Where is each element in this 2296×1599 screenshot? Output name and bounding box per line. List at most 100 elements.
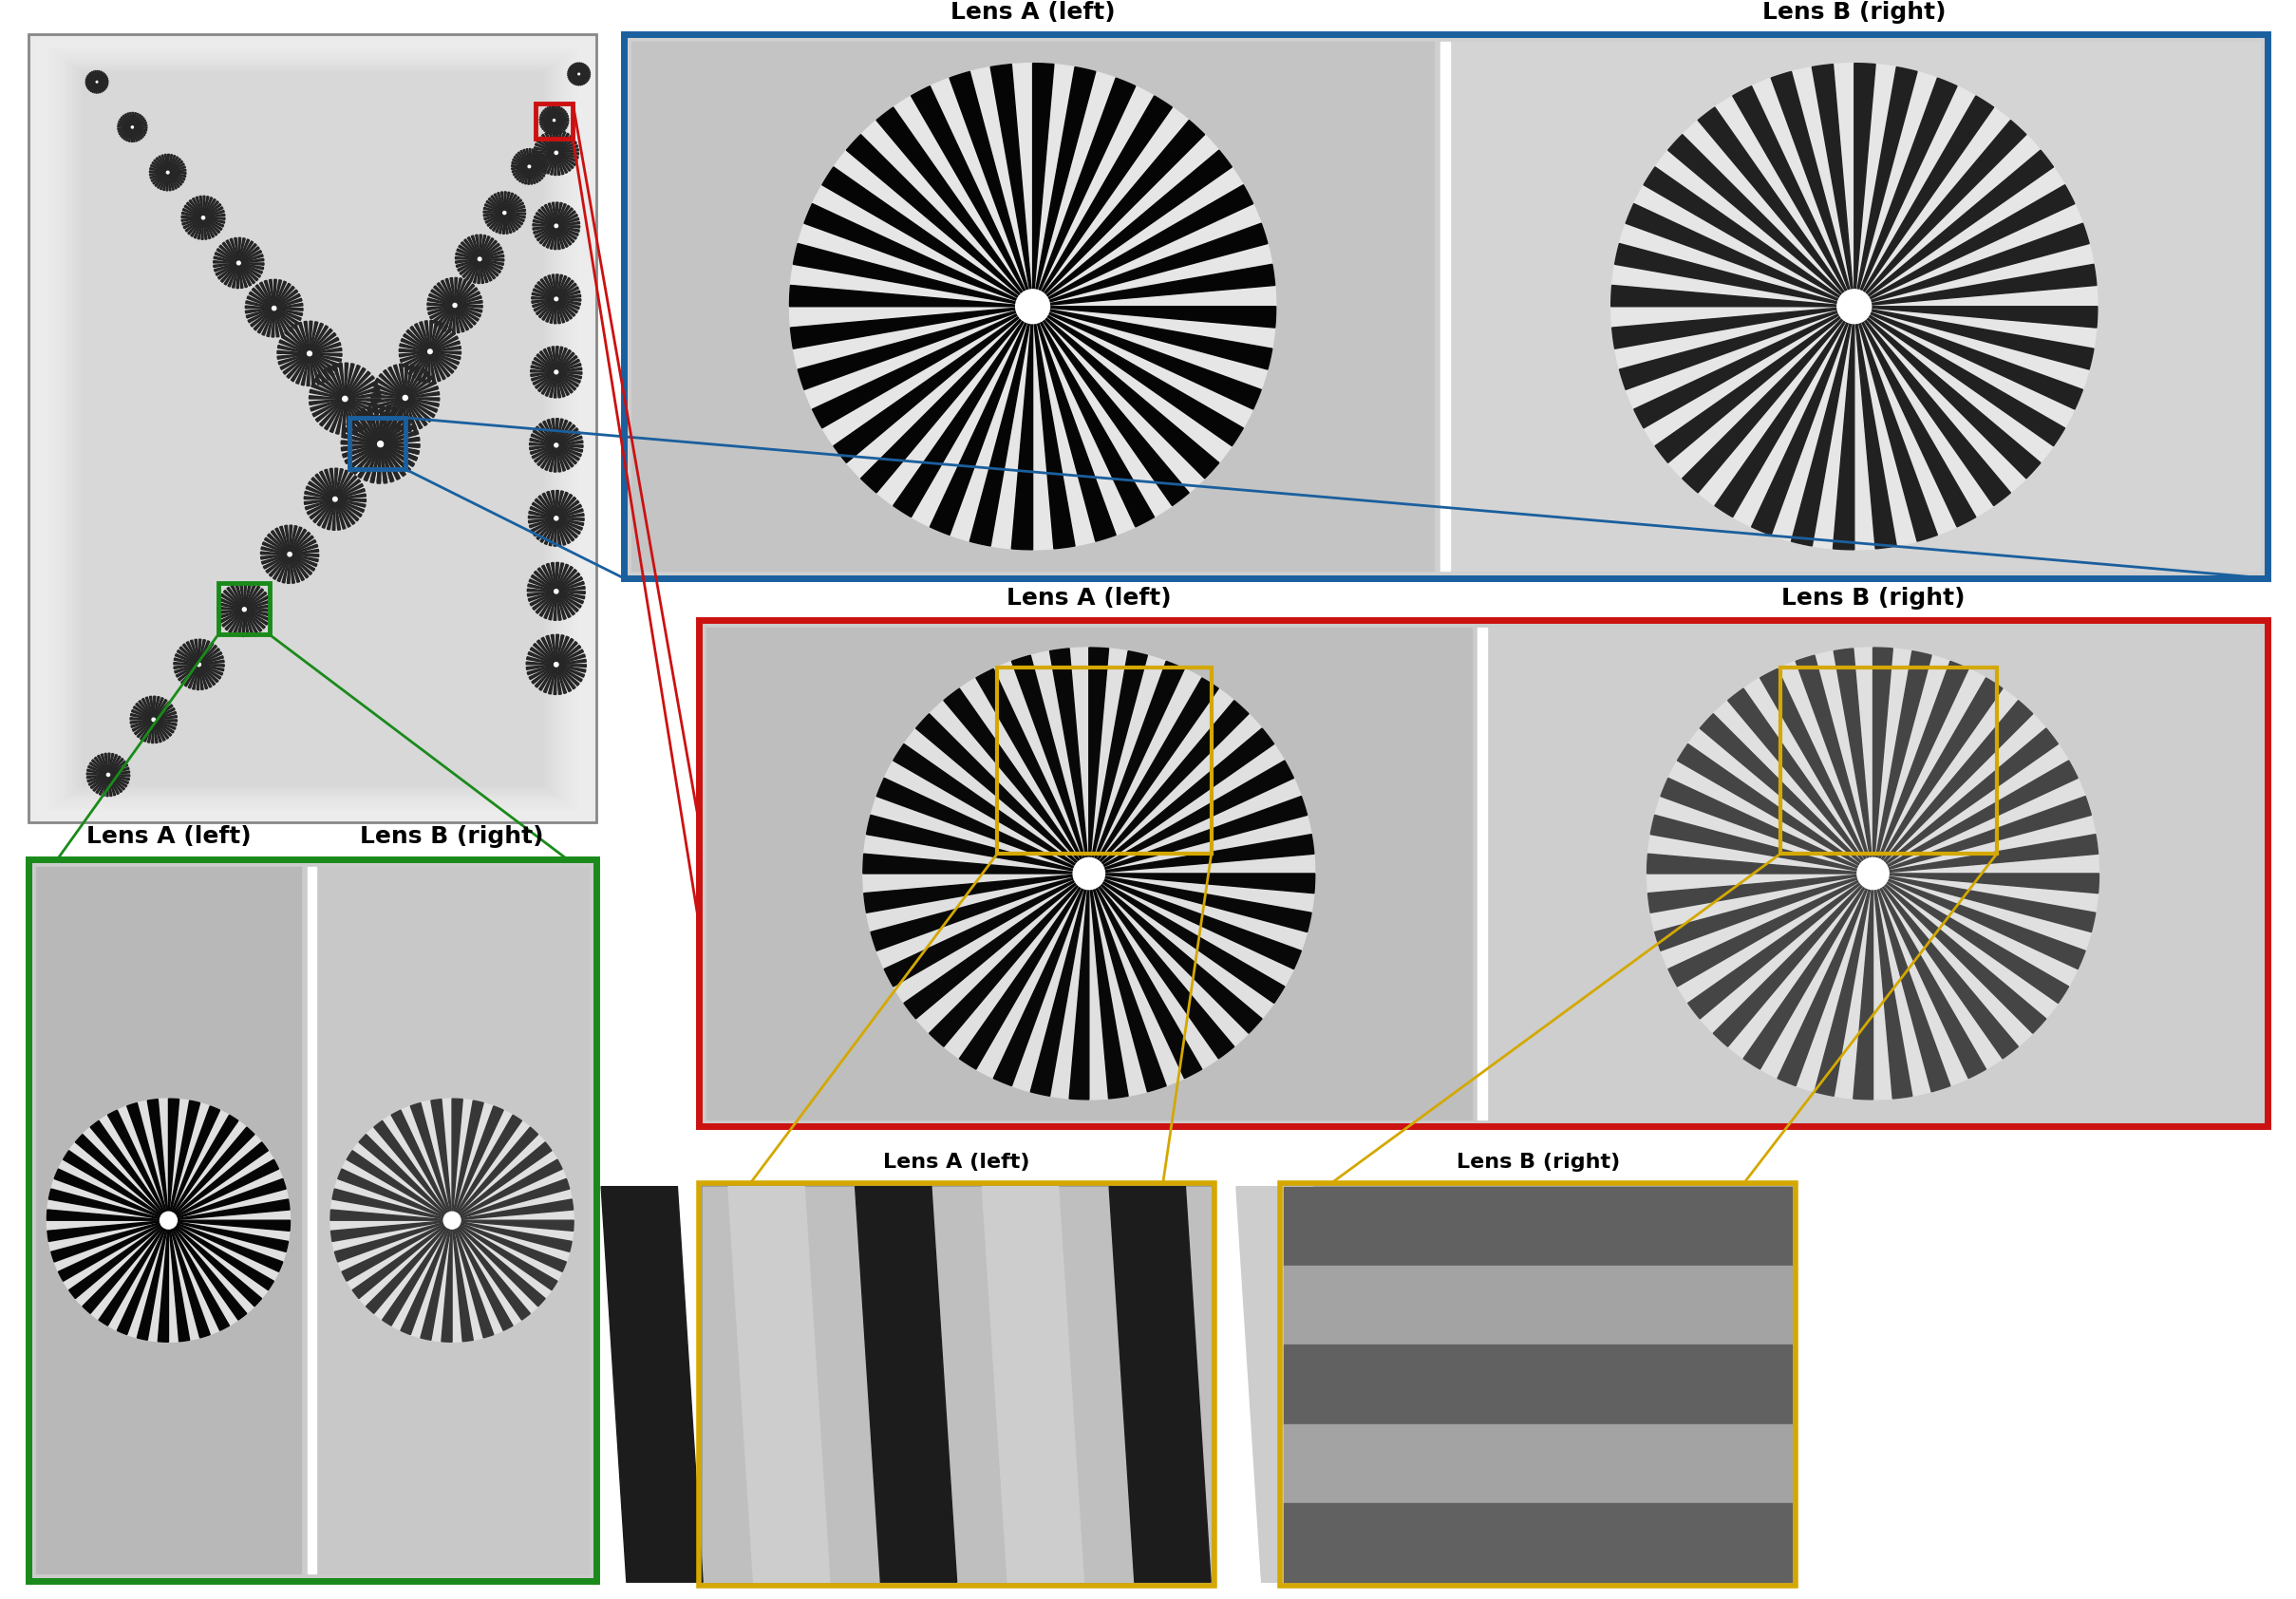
Polygon shape — [1752, 307, 1855, 536]
Polygon shape — [429, 345, 461, 352]
Polygon shape — [163, 173, 168, 190]
Polygon shape — [310, 326, 328, 353]
Polygon shape — [273, 289, 298, 309]
Polygon shape — [381, 445, 416, 461]
Polygon shape — [884, 873, 1088, 987]
Polygon shape — [567, 70, 579, 74]
Bar — [308, 867, 317, 1573]
Polygon shape — [381, 409, 397, 445]
Polygon shape — [452, 1220, 567, 1271]
Polygon shape — [381, 445, 395, 481]
Polygon shape — [200, 665, 223, 675]
Polygon shape — [544, 120, 553, 131]
Polygon shape — [533, 225, 556, 233]
Polygon shape — [344, 398, 379, 414]
Polygon shape — [556, 518, 579, 537]
Polygon shape — [1635, 307, 1855, 429]
Circle shape — [533, 275, 581, 323]
Polygon shape — [220, 245, 239, 262]
Polygon shape — [505, 201, 523, 213]
Polygon shape — [133, 115, 140, 128]
Polygon shape — [480, 259, 484, 283]
Polygon shape — [243, 582, 246, 609]
Polygon shape — [542, 206, 556, 225]
Polygon shape — [87, 766, 108, 776]
Polygon shape — [556, 587, 585, 592]
Polygon shape — [269, 280, 273, 309]
Polygon shape — [154, 697, 163, 720]
Polygon shape — [101, 753, 108, 776]
Polygon shape — [273, 294, 301, 309]
Polygon shape — [556, 299, 581, 301]
Polygon shape — [480, 243, 501, 259]
Polygon shape — [335, 469, 342, 499]
Polygon shape — [154, 699, 168, 720]
Polygon shape — [289, 555, 317, 566]
Polygon shape — [289, 532, 310, 555]
Polygon shape — [333, 499, 335, 531]
Bar — [698, 1183, 1215, 1586]
Polygon shape — [135, 720, 154, 734]
Polygon shape — [556, 445, 581, 456]
Polygon shape — [333, 1190, 452, 1220]
Polygon shape — [335, 499, 365, 512]
Polygon shape — [484, 213, 505, 224]
Polygon shape — [243, 609, 271, 617]
Polygon shape — [117, 128, 133, 130]
Polygon shape — [556, 665, 585, 672]
Polygon shape — [184, 208, 204, 217]
Polygon shape — [602, 1186, 703, 1581]
Polygon shape — [108, 776, 131, 777]
Polygon shape — [537, 353, 556, 373]
Polygon shape — [388, 366, 404, 398]
Polygon shape — [535, 499, 556, 518]
Polygon shape — [168, 173, 186, 177]
Polygon shape — [540, 424, 556, 445]
Polygon shape — [204, 217, 223, 227]
Polygon shape — [551, 635, 556, 665]
Polygon shape — [930, 307, 1033, 536]
Polygon shape — [145, 697, 154, 720]
Circle shape — [427, 278, 482, 333]
Polygon shape — [535, 445, 556, 462]
Polygon shape — [505, 195, 517, 213]
Polygon shape — [540, 120, 553, 123]
Circle shape — [161, 1212, 177, 1230]
Polygon shape — [542, 120, 553, 130]
Polygon shape — [425, 321, 429, 352]
Circle shape — [303, 469, 365, 531]
Bar — [1283, 1266, 1791, 1345]
Polygon shape — [335, 472, 354, 499]
Polygon shape — [273, 281, 287, 309]
Polygon shape — [556, 275, 567, 299]
Polygon shape — [404, 365, 413, 398]
Polygon shape — [471, 235, 480, 259]
Polygon shape — [108, 776, 113, 796]
Polygon shape — [243, 609, 264, 628]
Polygon shape — [1874, 761, 2078, 873]
Polygon shape — [344, 435, 381, 445]
Polygon shape — [528, 518, 556, 523]
Polygon shape — [530, 158, 546, 166]
Polygon shape — [220, 262, 239, 283]
Polygon shape — [530, 166, 542, 181]
Polygon shape — [1855, 307, 2041, 478]
Polygon shape — [96, 72, 103, 82]
Polygon shape — [179, 665, 200, 681]
Polygon shape — [404, 368, 425, 398]
Polygon shape — [200, 656, 223, 665]
Polygon shape — [96, 75, 106, 82]
Polygon shape — [96, 70, 99, 82]
Polygon shape — [480, 259, 505, 261]
Polygon shape — [549, 592, 556, 620]
Polygon shape — [530, 155, 544, 166]
Polygon shape — [335, 499, 340, 529]
Polygon shape — [1033, 264, 1274, 307]
Polygon shape — [1088, 835, 1313, 873]
Bar — [55, 53, 569, 804]
Polygon shape — [168, 1220, 273, 1290]
Polygon shape — [530, 574, 556, 592]
Polygon shape — [90, 82, 96, 91]
Polygon shape — [556, 154, 560, 176]
Polygon shape — [494, 193, 505, 213]
